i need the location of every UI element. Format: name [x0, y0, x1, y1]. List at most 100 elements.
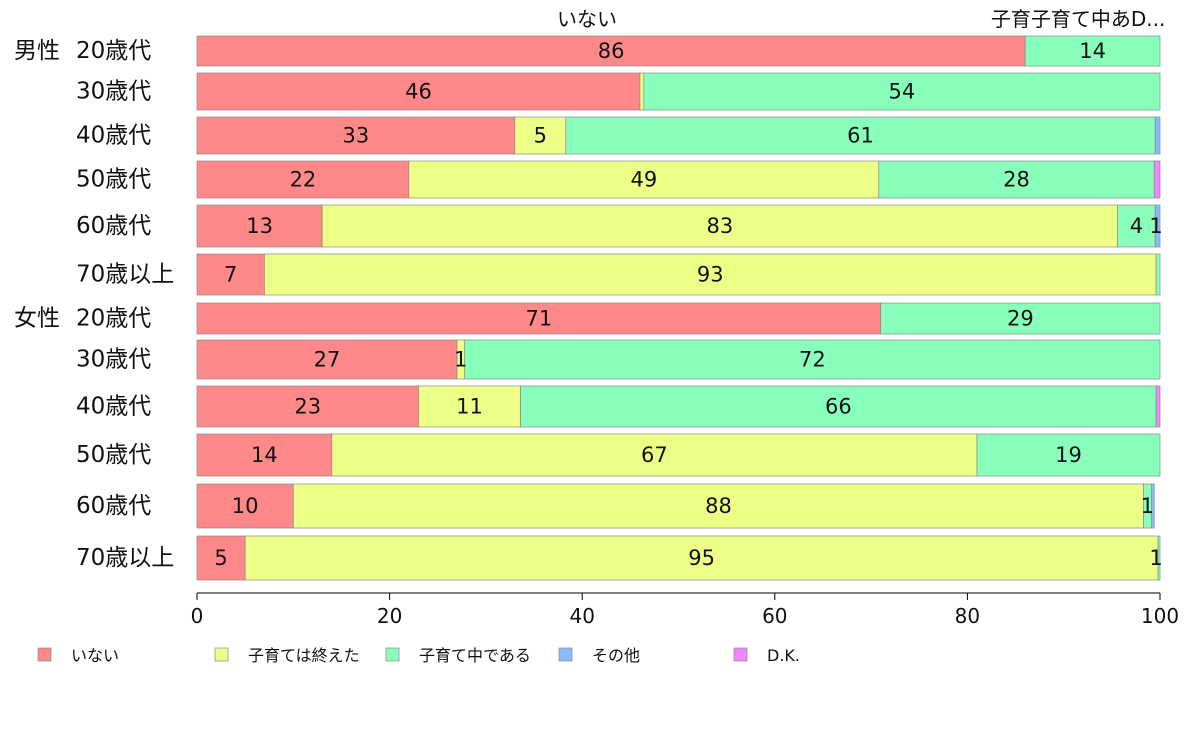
data-label: 93	[697, 263, 724, 287]
data-label: 46	[405, 80, 432, 104]
group-label: 女性	[14, 306, 60, 332]
data-label: 29	[1007, 307, 1034, 331]
bar-segment	[196, 253, 265, 296]
category-label: 50歳代	[76, 167, 151, 193]
category-label: 60歳代	[76, 493, 151, 519]
data-label: 1	[1141, 494, 1154, 518]
legend-label: D.K.	[767, 646, 800, 665]
category-label: 70歳以上	[76, 545, 174, 571]
category-label: 20歳代	[76, 38, 151, 64]
legend-label: 子育ては終えた	[248, 646, 360, 665]
bar-segment	[520, 385, 1157, 428]
data-label: 54	[889, 80, 916, 104]
bar-segment	[196, 535, 246, 581]
bar-segment	[1154, 204, 1161, 248]
data-label: 72	[799, 348, 826, 372]
legend-label: いない	[71, 646, 119, 665]
data-label: 71	[525, 307, 552, 331]
data-label: 7	[224, 263, 237, 287]
bar-segment	[878, 160, 1155, 199]
data-label: 49	[630, 168, 657, 192]
category-label: 70歳以上	[76, 262, 174, 288]
legend-swatch	[214, 647, 229, 662]
legend-swatch	[37, 647, 52, 662]
category-label: 60歳代	[76, 213, 151, 239]
bar-segment	[196, 72, 641, 111]
bar-segment	[331, 433, 978, 477]
category-label: 40歳代	[76, 394, 151, 420]
bar-segment	[1153, 160, 1161, 199]
data-label: 14	[1079, 39, 1106, 63]
data-label: 13	[246, 214, 273, 238]
bar-segment	[418, 385, 521, 428]
data-label: 83	[707, 214, 734, 238]
data-label: 88	[705, 494, 732, 518]
data-label: 66	[825, 395, 852, 419]
data-label: 1	[1149, 546, 1162, 570]
legend: いない 子育ては終えた 子育て中である その他 D.K.	[37, 646, 800, 665]
data-label: 14	[251, 443, 278, 467]
bar-segment	[196, 433, 333, 477]
data-label: 22	[290, 168, 317, 192]
top-labels: いない 子育子育て中あD...	[557, 7, 1165, 31]
bar-segment	[464, 339, 1161, 380]
category-label: 30歳代	[76, 79, 151, 105]
data-label: 1	[454, 348, 467, 372]
data-label: 1	[1149, 214, 1162, 238]
category-label: 20歳代	[76, 306, 151, 332]
data-label: 67	[641, 443, 668, 467]
data-label: 19	[1055, 443, 1082, 467]
data-label: 5	[534, 124, 547, 148]
category-label: 40歳代	[76, 123, 151, 149]
bar-segment	[196, 385, 419, 428]
legend-swatch	[733, 647, 748, 662]
bars	[196, 35, 1161, 581]
x-tick-label: 20	[377, 604, 402, 628]
top-label: いない	[557, 7, 617, 31]
group-label: 男性	[14, 38, 60, 64]
bar-segment	[196, 160, 410, 199]
bar-segment	[196, 116, 516, 155]
x-tick-label: 100	[1141, 604, 1179, 628]
x-tick-label: 40	[569, 604, 594, 628]
data-label: 23	[294, 395, 321, 419]
data-label: 28	[1003, 168, 1030, 192]
data-label: 33	[343, 124, 370, 148]
bar-segment	[196, 35, 1026, 67]
category-label: 30歳代	[76, 347, 151, 373]
bar-segment	[1024, 35, 1161, 67]
data-label: 10	[232, 494, 259, 518]
bar-segment	[1157, 535, 1161, 581]
legend-swatch	[558, 647, 573, 662]
bar-segment	[976, 433, 1161, 477]
legend-label: 子育て中である	[419, 646, 531, 665]
bar-segment	[196, 204, 323, 248]
x-tick-label: 60	[762, 604, 787, 628]
bar-segment	[514, 116, 567, 155]
data-label: 11	[456, 395, 483, 419]
bar-segment	[1154, 116, 1161, 155]
bar-segment	[196, 339, 458, 380]
bar-segment	[565, 116, 1156, 155]
bar-segment	[639, 72, 645, 111]
data-label: 95	[688, 546, 715, 570]
x-tick-label: 80	[955, 604, 980, 628]
top-label: 子育子育て中あD...	[991, 7, 1165, 31]
bar-segment	[408, 160, 880, 199]
x-tick-label: 0	[191, 604, 204, 628]
bar-segment	[292, 483, 1144, 529]
bar-segment	[643, 72, 1161, 111]
data-label: 61	[847, 124, 874, 148]
data-label: 86	[598, 39, 625, 63]
bar-segment	[1117, 204, 1156, 248]
legend-label: その他	[592, 646, 640, 665]
bar-segment	[1155, 253, 1161, 296]
legend-swatch	[385, 647, 400, 662]
bar-segment	[1150, 483, 1155, 529]
bar-segment	[1155, 385, 1161, 428]
data-label: 5	[214, 546, 227, 570]
x-axis: 0 20 40 60 80 100	[191, 592, 1179, 628]
bar-segment	[244, 535, 1159, 581]
